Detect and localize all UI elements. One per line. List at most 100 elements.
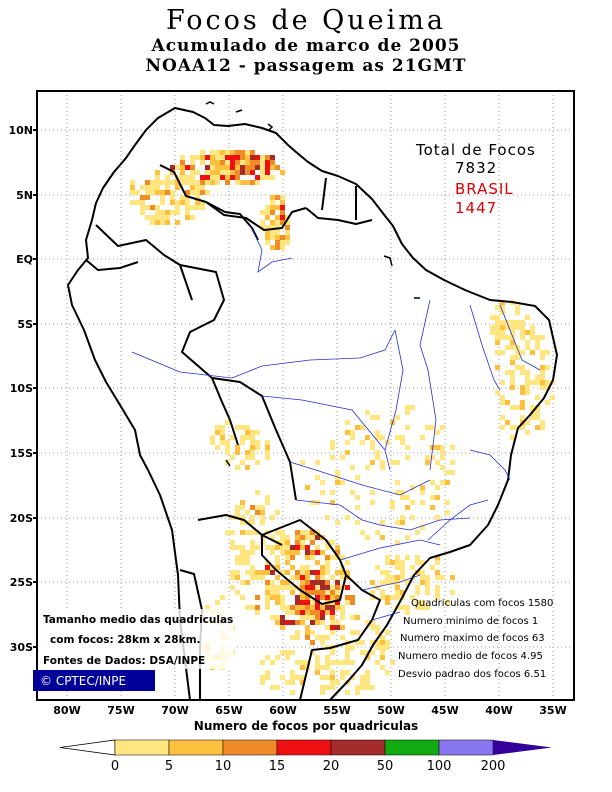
fire-cell [300,535,305,540]
lat-label: EQ [16,253,33,266]
fire-cell [200,175,205,180]
fire-cell [500,320,505,325]
fire-cell [240,520,245,525]
fire-cell [260,660,265,665]
fire-cell [435,575,440,580]
fire-cell [290,605,295,610]
colorbar-swatch [384,739,440,756]
fire-cell [310,615,315,620]
fire-cell [335,625,340,630]
fire-cell [365,670,370,675]
fire-cell [400,435,405,440]
fire-cell [175,200,180,205]
fire-cell [305,635,310,640]
fire-cell [340,575,345,580]
fire-cell [335,605,340,610]
colorbar-tick: 10 [215,759,232,774]
border-paraguay [261,519,347,605]
fire-cell [295,600,300,605]
fire-cell [245,425,250,430]
fire-cell [240,180,245,185]
fire-cell [540,335,545,340]
fire-cell [530,405,535,410]
fire-cell [495,325,500,330]
fire-cell [280,570,285,575]
fire-cell [270,205,275,210]
fire-cell [340,675,345,680]
fire-cell [330,555,335,560]
fire-cell [315,570,320,575]
fire-cell [190,160,195,165]
fire-cell [300,460,305,465]
fire-cell [365,465,370,470]
fire-cell [210,435,215,440]
fire-cell [290,635,295,640]
fire-cell [365,675,370,680]
fire-cell [215,160,220,165]
fire-cell [520,400,525,405]
fire-cell [235,165,240,170]
fire-cell [360,530,365,535]
fire-cell [400,565,405,570]
fire-cell [340,555,345,560]
fire-cell [420,525,425,530]
grid-size-value: com focos: 28km x 28km. [50,634,201,646]
fire-cell [410,485,415,490]
fire-cell [375,565,380,570]
fire-cell [380,570,385,575]
border-argentina-brazil-uruguay [299,574,381,700]
fire-cell [240,555,245,560]
fire-cell [365,620,370,625]
fire-cell [270,225,275,230]
fire-cell [255,610,260,615]
fire-cell [285,605,290,610]
fire-cell [390,595,395,600]
fire-cell [435,595,440,600]
fire-cell [350,490,355,495]
fire-cell [515,355,520,360]
fire-cell [275,240,280,245]
fire-cell [365,410,370,415]
fire-cell [255,575,260,580]
fire-cell [330,675,335,680]
fire-cell [400,560,405,565]
fire-cell [365,435,370,440]
map-subtitle-satellite: NOAA12 - passagem as 21GMT [145,56,467,76]
fire-cell [315,660,320,665]
fire-cell [440,455,445,460]
fire-cell [310,570,315,575]
fire-cell [355,425,360,430]
fire-cell [345,420,350,425]
fire-cell [520,330,525,335]
fire-cell [315,560,320,565]
fire-cell [165,220,170,225]
fire-cell [235,575,240,580]
fire-cell [435,585,440,590]
fire-cell [180,165,185,170]
fire-cell [330,610,335,615]
fire-cell [135,190,140,195]
fire-cell [330,670,335,675]
fire-cell [345,660,350,665]
fire-cell [255,595,260,600]
fire-cell [275,205,280,210]
fire-cell [340,570,345,575]
fire-cell [240,460,245,465]
fire-cell [380,535,385,540]
fire-cell [345,430,350,435]
fire-cell [305,605,310,610]
fire-cell [220,595,225,600]
fire-cell [225,530,230,535]
fire-cell [200,185,205,190]
fire-cell [230,530,235,535]
fire-cell [225,180,230,185]
fire-cell [445,510,450,515]
fire-cell [440,480,445,485]
fire-cell [295,550,300,555]
fire-cell [355,690,360,695]
fire-cell [145,190,150,195]
fire-cell [235,590,240,595]
stat-line: Numero minimo de focos 1 [403,616,538,627]
fire-cell [360,680,365,685]
fire-cell [165,175,170,180]
